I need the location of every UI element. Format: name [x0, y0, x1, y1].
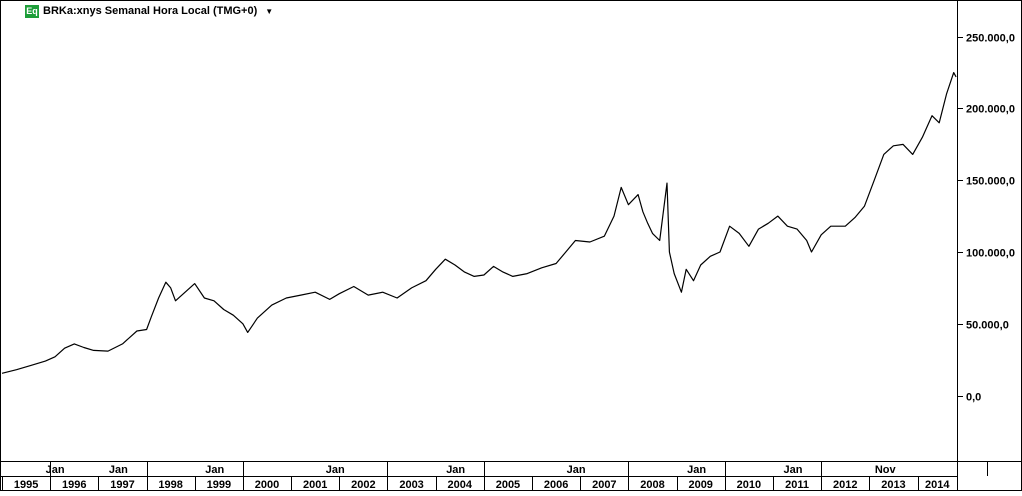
x-axis: 1995 1996 1997 1998 1999 2000 2001 2002 2003 2004…: [0, 461, 1022, 491]
x-year-label: 2006: [544, 479, 568, 491]
price-series-line: [1, 72, 957, 374]
x-year-label: 1999: [207, 479, 231, 491]
x-month-label: Jan: [46, 464, 65, 476]
x-month-label: Nov: [875, 464, 897, 476]
x-year-label: 1995: [14, 479, 38, 491]
y-tick-label: 150.000,0: [966, 176, 1015, 188]
chart-header: Eq BRKa:xnys Semanal Hora Local (TMG+0) …: [25, 4, 273, 18]
x-year-label: 1996: [62, 479, 86, 491]
x-year-label: 2004: [448, 479, 473, 491]
x-month-label: Jan: [326, 464, 345, 476]
series-layer: [1, 72, 957, 374]
x-year-label: 2014: [925, 479, 950, 491]
x-year-label: 2003: [399, 479, 423, 491]
x-month-label: Jan: [687, 464, 706, 476]
x-year-label: 2011: [785, 479, 809, 491]
caret-down-icon[interactable]: ▼: [265, 6, 274, 16]
x-year-label: 2008: [640, 479, 664, 491]
x-year-label: 2001: [303, 479, 327, 491]
y-tick-label: 50.000,0: [966, 320, 1009, 332]
x-month-label: Jan: [783, 464, 802, 476]
x-year-label: 2002: [351, 479, 375, 491]
x-month-label: Jan: [109, 464, 128, 476]
x-year-label: 2007: [592, 479, 616, 491]
x-month-label: Jan: [567, 464, 586, 476]
x-year-label: 1997: [110, 479, 134, 491]
x-year-label: 2009: [688, 479, 712, 491]
x-month-label: Jan: [205, 464, 224, 476]
instrument-badge[interactable]: Eq: [25, 4, 39, 18]
x-year-label: 2010: [737, 479, 761, 491]
x-year-label: 2005: [496, 479, 520, 491]
x-month-label: Jan: [446, 464, 465, 476]
y-tick-label: 100.000,0: [966, 248, 1015, 260]
x-year-label: 1998: [158, 479, 182, 491]
chart-title: BRKa:xnys Semanal Hora Local (TMG+0): [43, 5, 258, 17]
x-year-label: 2013: [881, 479, 905, 491]
y-tick-label: 250.000,0: [966, 33, 1015, 45]
x-year-label: 2012: [833, 479, 857, 491]
y-tick-label: 0,0: [966, 392, 981, 404]
y-axis: 250.000,0 200.000,0 150.000,0 100.000,0 50.0…: [957, 0, 1015, 461]
x-year-label: 2000: [255, 479, 279, 491]
y-tick-label: 200.000,0: [966, 104, 1015, 116]
